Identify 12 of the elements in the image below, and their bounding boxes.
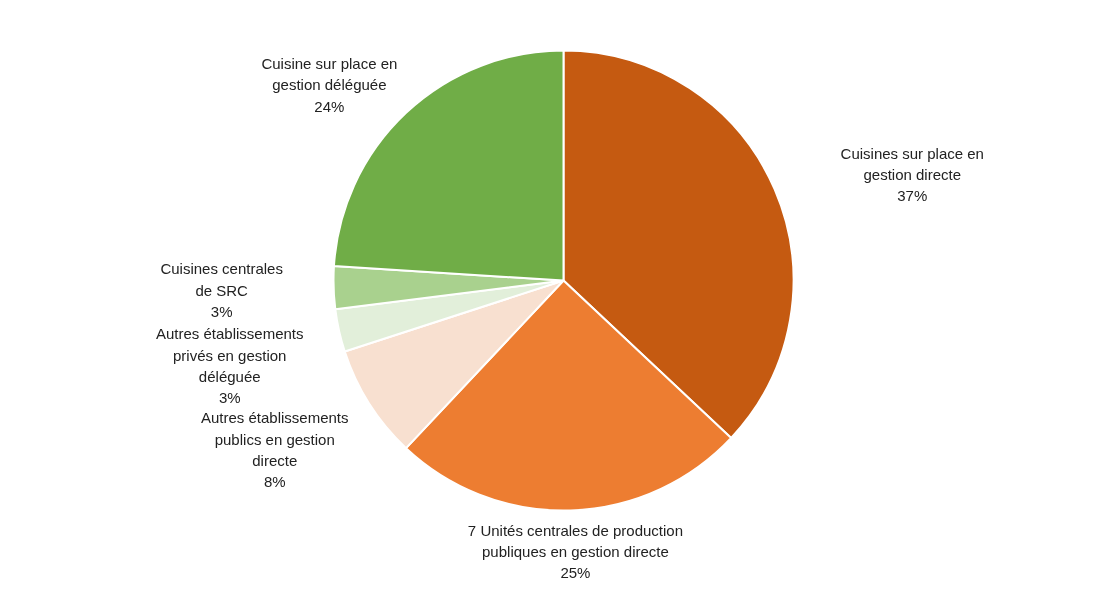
slice-label: Autres établissements privés en gestion déléguée <box>155 325 304 385</box>
slice-label: Autres établissements publics en gestion directe <box>200 409 349 469</box>
data-label: 3% <box>218 389 241 407</box>
slice-label: Cuisines centrales de SRC <box>160 260 283 299</box>
data-label: 3% <box>210 302 233 320</box>
data-label: 25% <box>560 564 591 582</box>
data-label: 8% <box>263 473 286 491</box>
slice-label: 7 Unités centrales de production publiques en gestion directe <box>467 521 684 561</box>
slice-label: Cuisine sur place en gestion déléguée <box>261 55 398 94</box>
slice-label: Cuisines sur place en gestion directe <box>840 144 984 184</box>
data-label: 24% <box>314 97 345 115</box>
data-label: 37% <box>897 187 928 205</box>
